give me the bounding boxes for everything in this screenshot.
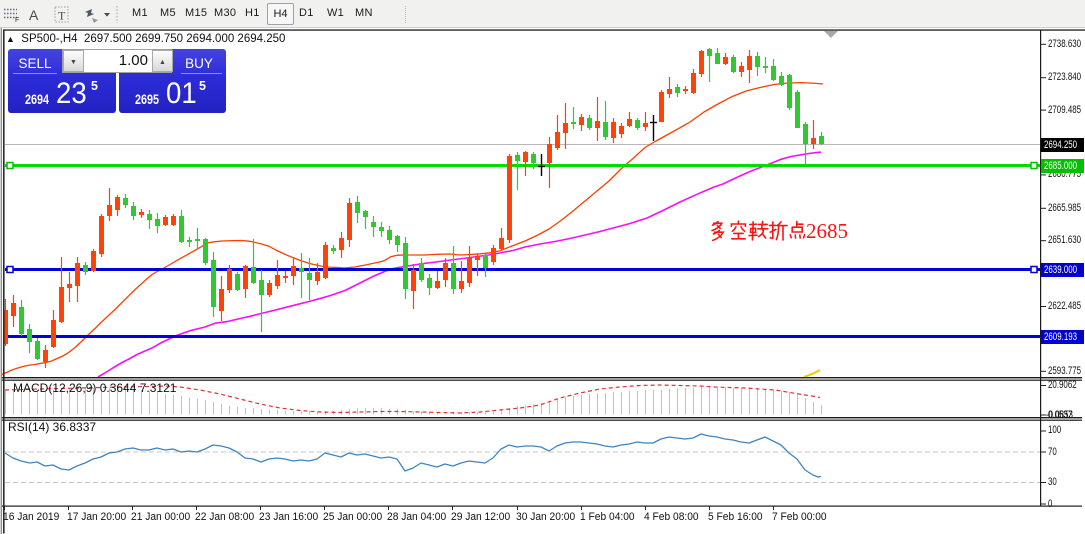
svg-text:T: T: [58, 9, 66, 23]
svg-text:F: F: [15, 17, 19, 24]
svg-text:A: A: [29, 7, 39, 23]
